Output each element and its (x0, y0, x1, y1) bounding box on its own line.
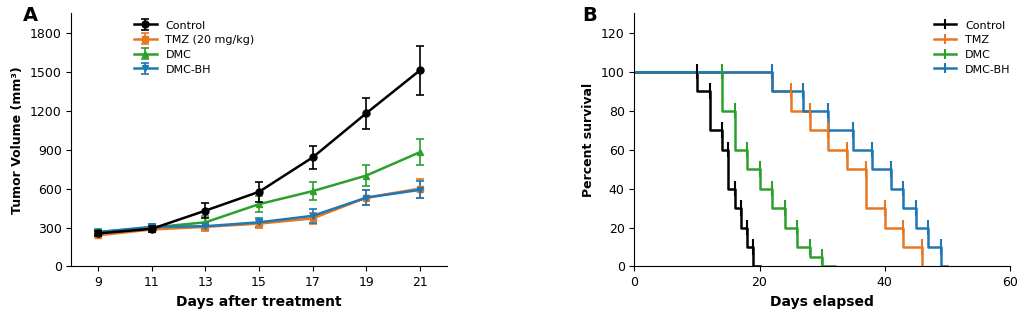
TMZ (915, 265, 927, 268)
DMC (628, 70, 640, 74)
Line: TMZ: TMZ (634, 72, 921, 266)
Y-axis label: Tumor Volume (mm³): Tumor Volume (mm³) (11, 66, 24, 214)
Control (721, 187, 734, 190)
TMZ (765, 89, 777, 93)
DMC (803, 255, 815, 259)
DMC (790, 245, 802, 249)
TMZ (821, 148, 834, 152)
DMC-BH (883, 187, 896, 190)
Control (628, 70, 640, 74)
Control (728, 206, 740, 210)
TMZ (859, 206, 871, 210)
DMC (753, 187, 765, 190)
DMC (728, 148, 740, 152)
Control (703, 128, 715, 132)
Control (740, 245, 752, 249)
DMC-BH (821, 128, 834, 132)
DMC (777, 226, 790, 230)
DMC-BH (941, 265, 953, 268)
DMC-BH (909, 226, 921, 230)
Control (690, 89, 702, 93)
X-axis label: Days after treatment: Days after treatment (176, 295, 341, 309)
DMC (765, 206, 777, 210)
DMC-BH (765, 89, 777, 93)
Line: DMC-BH: DMC-BH (634, 72, 947, 266)
Line: DMC: DMC (634, 72, 834, 266)
Legend: Control, TMZ, DMC, DMC-BH: Control, TMZ, DMC, DMC-BH (928, 15, 1014, 79)
DMC (827, 265, 840, 268)
DMC-BH (847, 148, 859, 152)
DMC-BH (897, 206, 909, 210)
X-axis label: Days elapsed: Days elapsed (769, 295, 873, 309)
TMZ (803, 128, 815, 132)
Control (753, 265, 765, 268)
DMC (715, 109, 728, 113)
DMC (815, 265, 827, 268)
DMC-BH (628, 70, 640, 74)
Control (747, 265, 759, 268)
Control (734, 226, 746, 230)
DMC-BH (921, 245, 933, 249)
TMZ (628, 70, 640, 74)
TMZ (897, 245, 909, 249)
Control (715, 148, 728, 152)
DMC (740, 167, 752, 171)
Text: B: B (581, 6, 596, 25)
DMC-BH (865, 167, 877, 171)
Legend: Control, TMZ (20 mg/kg), DMC, DMC-BH: Control, TMZ (20 mg/kg), DMC, DMC-BH (129, 15, 259, 79)
Y-axis label: Percent survival: Percent survival (582, 83, 595, 197)
TMZ (877, 226, 890, 230)
DMC-BH (797, 109, 809, 113)
DMC-BH (934, 265, 947, 268)
TMZ (784, 109, 796, 113)
Text: A: A (22, 6, 38, 25)
Line: Control: Control (634, 72, 759, 266)
TMZ (841, 167, 853, 171)
